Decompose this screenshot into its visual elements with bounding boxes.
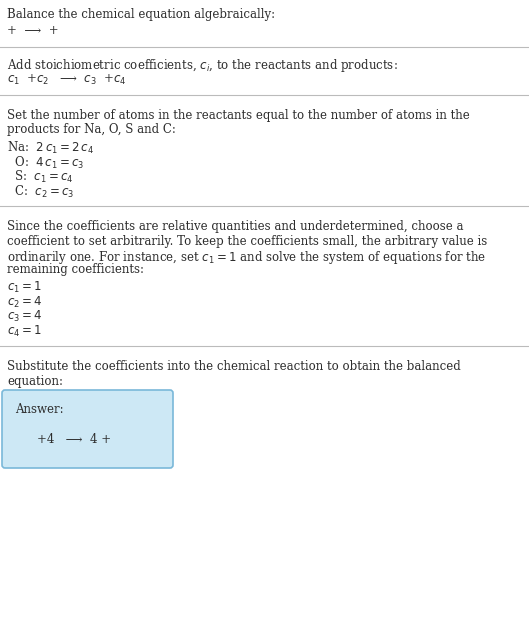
Text: +  ⟶  +: + ⟶ +	[7, 24, 59, 37]
Text: equation:: equation:	[7, 374, 63, 388]
FancyBboxPatch shape	[2, 390, 173, 468]
Text: C:  $c_2 = c_3$: C: $c_2 = c_3$	[7, 184, 75, 199]
Text: O:  $4\,c_1 = c_3$: O: $4\,c_1 = c_3$	[7, 155, 84, 171]
Text: Na:  $2\,c_1 = 2\,c_4$: Na: $2\,c_1 = 2\,c_4$	[7, 140, 94, 156]
Text: ordinarily one. For instance, set $c_1 = 1$ and solve the system of equations fo: ordinarily one. For instance, set $c_1 =…	[7, 249, 486, 266]
Text: Balance the chemical equation algebraically:: Balance the chemical equation algebraica…	[7, 8, 275, 21]
Text: Answer:: Answer:	[15, 403, 63, 416]
Text: $c_3 = 4$: $c_3 = 4$	[7, 309, 42, 324]
Text: Substitute the coefficients into the chemical reaction to obtain the balanced: Substitute the coefficients into the che…	[7, 360, 461, 373]
Text: coefficient to set arbitrarily. To keep the coefficients small, the arbitrary va: coefficient to set arbitrarily. To keep …	[7, 234, 487, 247]
Text: $c_1 = 1$: $c_1 = 1$	[7, 280, 42, 295]
Text: products for Na, O, S and C:: products for Na, O, S and C:	[7, 123, 176, 136]
Text: +4   ⟶  4 +: +4 ⟶ 4 +	[37, 433, 112, 446]
Text: $c_2 = 4$: $c_2 = 4$	[7, 295, 42, 310]
Text: S:  $c_1 = c_4$: S: $c_1 = c_4$	[7, 169, 74, 185]
Text: Add stoichiometric coefficients, $c_i$, to the reactants and products:: Add stoichiometric coefficients, $c_i$, …	[7, 57, 398, 74]
Text: $c_4 = 1$: $c_4 = 1$	[7, 323, 42, 338]
Text: remaining coefficients:: remaining coefficients:	[7, 264, 144, 277]
Text: Set the number of atoms in the reactants equal to the number of atoms in the: Set the number of atoms in the reactants…	[7, 109, 470, 122]
Text: Since the coefficients are relative quantities and underdetermined, choose a: Since the coefficients are relative quan…	[7, 220, 463, 233]
Text: $c_1$  +$c_2$   ⟶  $c_3$  +$c_4$: $c_1$ +$c_2$ ⟶ $c_3$ +$c_4$	[7, 72, 126, 87]
